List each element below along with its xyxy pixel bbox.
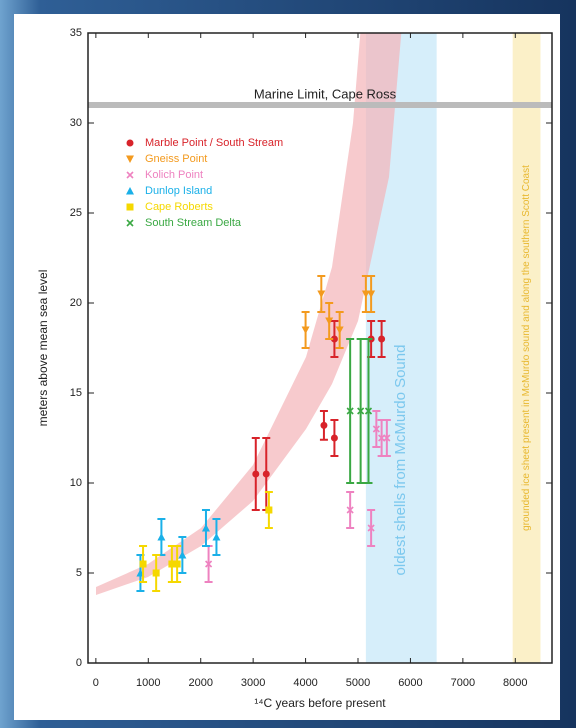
y-tick-label: 10	[70, 477, 82, 489]
legend-marker	[127, 140, 134, 147]
legend-label: Kolich Point	[145, 169, 203, 181]
y-tick-label: 0	[76, 657, 82, 669]
x-tick-label: 7000	[451, 677, 475, 689]
y-tick-label: 5	[76, 567, 82, 579]
marker	[252, 471, 259, 478]
screenshot: oldest shells from McMurdo Sound grounded…	[0, 0, 576, 728]
legend-marker	[127, 204, 134, 211]
legend-label: Gneiss Point	[145, 153, 207, 165]
marker	[263, 471, 270, 478]
marker	[153, 570, 160, 577]
x-tick-label: 0	[93, 677, 99, 689]
legend-label: South Stream Delta	[145, 217, 242, 229]
y-tick-label: 20	[70, 297, 82, 309]
y-tick-label: 25	[70, 207, 82, 219]
reference-label: Marine Limit, Cape Ross	[254, 86, 397, 101]
x-tick-label: 2000	[188, 677, 212, 689]
marker	[331, 435, 338, 442]
marker	[320, 422, 327, 429]
x-tick-label: 8000	[503, 677, 527, 689]
legend-label: Dunlop Island	[145, 185, 212, 197]
y-tick-label: 30	[70, 117, 82, 129]
y-tick-label: 35	[70, 27, 82, 39]
legend-label: Marble Point / South Stream	[145, 137, 283, 149]
x-tick-label: 4000	[293, 677, 317, 689]
legend-label: Cape Roberts	[145, 201, 213, 213]
y-axis-label: meters above mean sea level	[36, 270, 50, 427]
x-axis-label: ¹⁴C years before present	[254, 696, 386, 710]
marker	[265, 507, 272, 514]
panel	[14, 14, 560, 720]
x-tick-label: 1000	[136, 677, 160, 689]
y-tick-label: 15	[70, 387, 82, 399]
band-label: oldest shells from McMurdo Sound	[392, 345, 409, 576]
marker	[174, 561, 181, 568]
chart: oldest shells from McMurdo Sound grounded…	[0, 0, 576, 728]
marker	[378, 336, 385, 343]
x-tick-label: 3000	[241, 677, 265, 689]
marker	[140, 561, 147, 568]
x-tick-label: 6000	[398, 677, 422, 689]
x-tick-label: 5000	[346, 677, 370, 689]
band-label: grounded ice sheet present in McMurdo so…	[521, 165, 532, 531]
